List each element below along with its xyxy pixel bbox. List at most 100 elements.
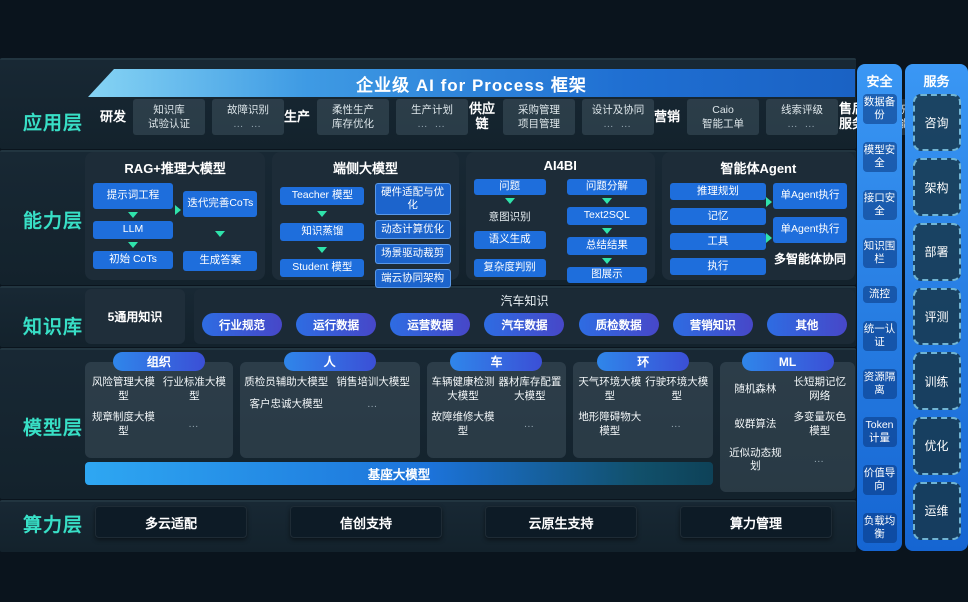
model-item: 地形障碍物大模型 [578, 411, 642, 437]
layer-label-knowledge: 知识库 [22, 317, 83, 338]
diagram-node: 场景驱动裁剪 [374, 244, 451, 264]
model-item-list: 天气环境大模型 行驶环境大模型 地形障碍物大模型… [577, 376, 709, 439]
arrow-down-icon [317, 211, 328, 217]
layer-label-application: 应用层 [22, 113, 83, 134]
service-column: 服务 咨询 架构 部署 评测 训练 优化 运维 [905, 64, 968, 551]
ai4bi-flow-left: 问题 意图识别 语义生成 复杂度判别 [473, 179, 546, 277]
model-row: 组织 风险管理大模型 行业标准大模型 规章制度大模型 … 人 质检员辅助大模型 销售培训… [85, 352, 855, 492]
app-item-line: 线索评级 [781, 103, 824, 116]
service-title: 服务 [923, 74, 950, 89]
model-item-list: 风险管理大模型 行业标准大模型 规章制度大模型… [89, 376, 229, 439]
rag-flow-right: 迭代完善CoTs 生成答案 [183, 191, 258, 271]
diagram-node: 动态计算优化 [374, 220, 451, 240]
security-item-list: 数据备份 模型安全 接口安全 知识围栏 流控 统一认证 资源隔离 Token计量 价值导向 负载均… [857, 90, 902, 543]
app-group-rd: 研发 知识库 试验认证 故障识别 … … [100, 99, 285, 135]
diagram-node: 语义生成 [473, 231, 546, 249]
model-item: 长短期记忆网络 [793, 376, 847, 402]
security-item: 知识围栏 [862, 237, 897, 269]
app-item-line: 知识库 [153, 103, 185, 116]
model-item: 质检员辅助大模型 [244, 376, 329, 388]
model-group-header: 环 [597, 352, 690, 371]
framework-banner: 企业级 AI for Process 框架 [88, 69, 855, 97]
app-item: Caio 智能工单 [687, 99, 760, 135]
service-item-list: 咨询 架构 部署 评测 训练 优化 运维 [910, 90, 963, 543]
capability-box-edge: 端侧大模型 Teacher 模型 知识蒸馏 Student 模型 硬件适配与优化… [272, 152, 459, 288]
model-item: … [366, 397, 380, 410]
app-item-line: 项目管理 [518, 118, 561, 130]
security-column: 安全 数据备份 模型安全 接口安全 知识围栏 流控 统一认证 资源隔离 Token计量 价值导向… [857, 64, 902, 551]
capability-row: RAG+推理大模型 提示词工程 LLM 初始 CoTs 迭代完善CoTs 生成答… [85, 152, 856, 288]
security-item: 资源隔离 [862, 368, 897, 400]
multi-agent-note: 多智能体协同 [774, 252, 847, 266]
model-item: 规章制度大模型 [91, 411, 155, 437]
diagram-node: 端云协同架构 [374, 268, 451, 288]
rag-flow-left: 提示词工程 LLM 初始 CoTs [93, 183, 173, 269]
security-item: 统一认证 [862, 320, 897, 352]
arrow-down-icon [215, 231, 226, 237]
model-item: … [523, 418, 537, 431]
knowledge-pill: 运营数据 [390, 313, 471, 336]
app-item: 采购管理 项目管理 [503, 99, 576, 135]
model-item: 风险管理大模型 [91, 376, 155, 402]
diagram-node: 推理规划 [669, 183, 766, 200]
arrow-down-icon [128, 212, 138, 218]
app-item: 故障识别 … … [212, 99, 285, 135]
diagram-node: 提示词工程 [93, 183, 173, 209]
app-item: 知识库 试验认证 [133, 99, 206, 135]
app-group-label: 研发 [100, 108, 127, 124]
diagram-node: 单Agent执行 [773, 183, 848, 209]
layer-label-model: 模型层 [22, 418, 83, 439]
model-group-environment: 环 天气环境大模型 行驶环境大模型 地形障碍物大模型… [573, 352, 714, 458]
general-knowledge-box: 5通用知识 [85, 289, 185, 344]
arrow-down-icon [504, 198, 515, 204]
app-item: 设计及协同 … … [582, 99, 655, 135]
model-item-list: 车辆健康检测大模型 器材库存配置大模型 故障维修大模型… [431, 376, 563, 439]
model-item: 近似动态规划 [729, 446, 782, 473]
model-group-header: 人 [283, 352, 376, 371]
knowledge-pill: 行业规范 [202, 313, 282, 336]
diagram-node: 单Agent执行 [773, 217, 848, 243]
foundation-model-bar: 基座大模型 [85, 462, 713, 485]
service-item: 训练 [912, 352, 961, 411]
compute-row: 多云适配 信创支持 云原生支持 算力管理 [95, 506, 832, 538]
diagram-node: 生成答案 [183, 251, 258, 271]
agent-component-list: 推理规划 记忆 工具 执行 [669, 183, 766, 275]
knowledge-pill: 汽车数据 [484, 313, 565, 336]
arrow-right-icon [766, 233, 773, 243]
app-item-line: 试验认证 [148, 118, 191, 130]
compute-box: 多云适配 [95, 506, 247, 538]
app-group-marketing: 营销 Caio 智能工单 线索评级 … … [654, 99, 839, 135]
arrow-down-icon [601, 228, 612, 234]
app-item-line: 智能工单 [702, 118, 745, 130]
agent-arrows [766, 197, 773, 243]
diagram-node: 问题 [473, 179, 546, 195]
app-item-line: 库存优化 [332, 118, 375, 130]
agent-exec-col: 单Agent执行 单Agent执行 多智能体协同 [773, 183, 848, 267]
cap-box-title: RAG+推理大模型 [124, 161, 226, 176]
security-item: 负载均衡 [862, 512, 897, 543]
app-item-line: … … [233, 118, 263, 130]
model-item: … [813, 453, 827, 466]
compute-box: 信创支持 [290, 506, 442, 538]
model-group-organization: 组织 风险管理大模型 行业标准大模型 规章制度大模型… [85, 352, 233, 458]
model-item-list: 质检员辅助大模型 销售培训大模型 客户忠诚大模型… [244, 376, 416, 411]
knowledge-pill: 运行数据 [296, 313, 377, 336]
capability-box-rag: RAG+推理大模型 提示词工程 LLM 初始 CoTs 迭代完善CoTs 生成答… [85, 152, 266, 280]
service-item: 部署 [912, 222, 961, 281]
model-item: 器材库存配置大模型 [498, 376, 562, 402]
security-item: 接口安全 [862, 189, 897, 221]
app-item-line: 采购管理 [518, 103, 561, 116]
arrow-right-icon [766, 197, 773, 207]
model-group-header: 车 [450, 352, 543, 371]
cap-box-title: 端侧大模型 [332, 161, 398, 176]
diagram-step-label: 意图识别 [488, 211, 531, 223]
model-item: 车辆健康检测大模型 [431, 376, 495, 402]
app-group-label: 营销 [654, 108, 681, 124]
diagram-node: 问题分解 [566, 179, 647, 195]
app-item-line: 故障识别 [227, 103, 270, 116]
model-item: … [188, 418, 201, 431]
arrow-down-icon [317, 247, 328, 253]
diagram-node: Student 模型 [280, 259, 365, 277]
edge-feature-list: 硬件适配与优化 动态计算优化 场景驱动裁剪 端云协同架构 [374, 183, 451, 288]
